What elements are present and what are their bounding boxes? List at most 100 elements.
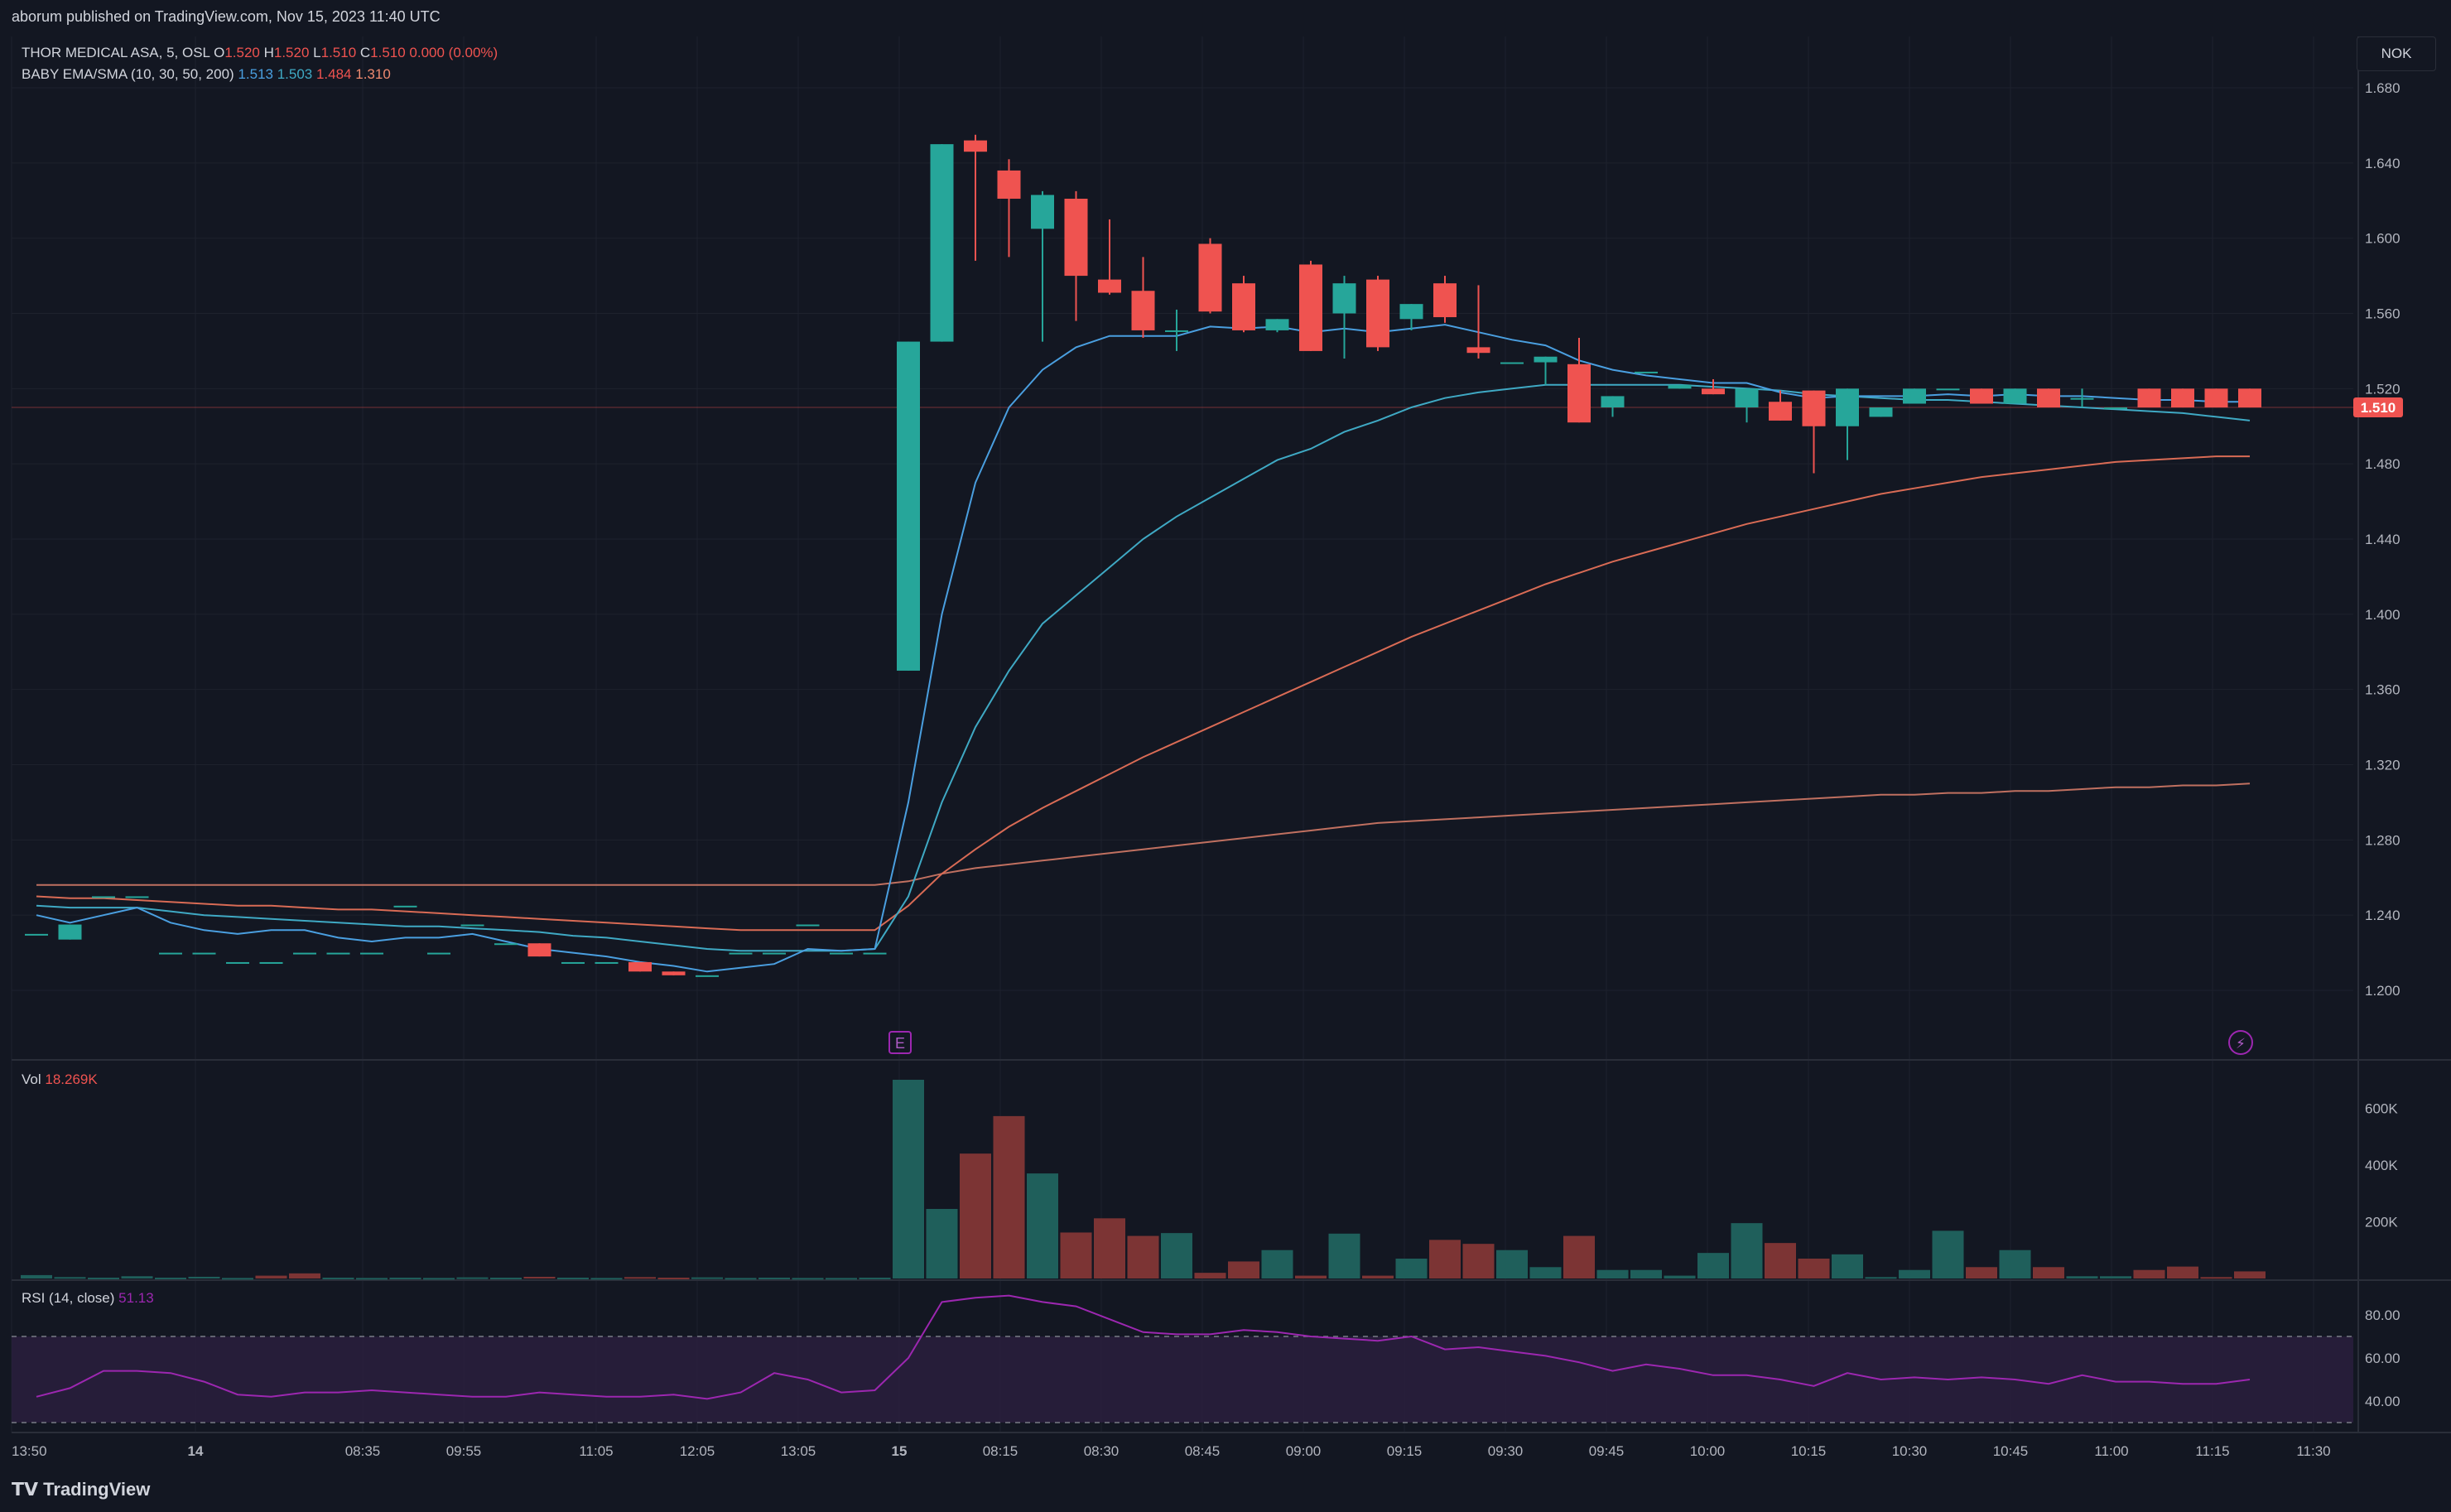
volume-bar — [1865, 1277, 1897, 1279]
candle-body — [1500, 362, 1524, 364]
candle-body — [326, 952, 350, 955]
candle-body — [997, 170, 1021, 199]
time-tick-label: 14 — [188, 1443, 204, 1459]
volume-bar — [1395, 1259, 1428, 1278]
volume-bar — [88, 1277, 119, 1279]
volume-bar — [725, 1278, 757, 1280]
volume-bar — [322, 1277, 354, 1279]
candle-body — [226, 961, 249, 964]
candle-body — [1064, 198, 1088, 277]
volume-bar — [1832, 1254, 1863, 1278]
volume-bar — [1261, 1250, 1293, 1278]
brand-label: TradingView — [43, 1479, 151, 1500]
candle-body — [125, 896, 149, 898]
candle-body — [1802, 390, 1826, 426]
rsi-line — [36, 1294, 2251, 1400]
candles — [25, 134, 2261, 977]
tradingview-logo[interactable]: 𝗧𝗩 TradingView — [12, 1479, 150, 1500]
volume-bar — [255, 1275, 287, 1278]
volume-bar — [1295, 1275, 1327, 1278]
volume-bar — [1328, 1233, 1360, 1278]
currency-box[interactable]: NOK — [2357, 36, 2436, 71]
price-tick-label: 1.640 — [2365, 156, 2400, 171]
candle-body — [1668, 384, 1692, 389]
volume-bar — [1563, 1235, 1595, 1278]
volume-bar — [590, 1278, 623, 1280]
candle-body — [293, 952, 316, 955]
candle-body — [2238, 388, 2261, 408]
candle-body — [696, 975, 719, 977]
candle-body — [2104, 407, 2127, 410]
candle-body — [863, 952, 887, 955]
candle-body — [1131, 291, 1155, 330]
currency-label: NOK — [2381, 46, 2412, 61]
candle-body — [1567, 364, 1591, 423]
time-tick-label: 15 — [892, 1443, 908, 1459]
volume-bar — [1194, 1273, 1226, 1278]
volume-bar — [1966, 1267, 1997, 1278]
volume-bar — [456, 1277, 489, 1279]
candle-body — [595, 961, 619, 964]
candle-body — [1903, 388, 1926, 404]
volume-bar — [691, 1277, 723, 1279]
candle-body — [1098, 279, 1121, 293]
candle-body — [1399, 304, 1423, 320]
candle-body — [1936, 388, 1960, 391]
time-tick-label: 10:15 — [1791, 1443, 1827, 1459]
volume-bar — [1697, 1253, 1729, 1278]
volume-bar — [1529, 1267, 1562, 1278]
volume-bar — [1932, 1230, 1964, 1278]
candle-body — [897, 341, 920, 671]
time-tick-label: 09:30 — [1488, 1443, 1524, 1459]
time-tick-label: 10:30 — [1892, 1443, 1928, 1459]
volume-bar — [155, 1277, 186, 1279]
candle-body — [2070, 397, 2094, 400]
time-tick-label: 11:05 — [579, 1443, 613, 1459]
volume-bar — [1765, 1243, 1796, 1278]
volume-bar — [1596, 1269, 1629, 1278]
price-tick-label: 1.400 — [2365, 607, 2400, 623]
candle-body — [2137, 388, 2161, 408]
rsi-overbought-oversold-band — [12, 1336, 2353, 1423]
event-markers: E ⚡ — [888, 1030, 2253, 1055]
volume-bar — [1060, 1232, 1092, 1278]
time-tick-label: 09:55 — [446, 1443, 482, 1459]
candle-body — [729, 952, 753, 955]
grid — [11, 36, 2353, 1433]
price-tick-label: 1.560 — [2365, 306, 2400, 322]
volume-bar — [557, 1277, 589, 1279]
volume-bar — [1899, 1269, 1930, 1278]
candle-body — [1735, 388, 1759, 408]
volume-bar — [289, 1273, 320, 1278]
time-tick-label: 08:15 — [983, 1443, 1018, 1459]
volume-bars — [21, 1080, 2266, 1280]
price-tick-label: 1.440 — [2365, 532, 2400, 547]
dividend-marker: ⚡ — [2236, 1036, 2246, 1052]
volume-tick-label: 200K — [2365, 1214, 2398, 1230]
volume-bar — [926, 1209, 958, 1278]
candle-body — [192, 952, 216, 955]
candle-body — [763, 952, 786, 955]
time-tick-label: 09:15 — [1387, 1443, 1423, 1459]
price-tick-label: 1.680 — [2365, 80, 2400, 96]
candle-body — [1299, 264, 1322, 351]
volume-bar — [2200, 1277, 2232, 1279]
volume-bar — [222, 1278, 253, 1280]
footer: 𝗧𝗩 TradingView — [0, 1467, 2451, 1512]
sma200-line — [36, 782, 2251, 886]
volume-bar — [389, 1277, 421, 1279]
candle-body — [1702, 388, 1725, 395]
candle-body — [259, 961, 283, 964]
candle-body — [1031, 195, 1054, 229]
top-bar: aborum published on TradingView.com, Nov… — [0, 0, 2451, 36]
volume-bar — [188, 1276, 220, 1278]
volume-bar — [423, 1278, 455, 1280]
volume-bar — [121, 1276, 153, 1278]
candle-body — [1265, 319, 1289, 330]
volume-bar — [2100, 1276, 2131, 1278]
candle-body — [1232, 283, 1255, 330]
candle-body — [2037, 388, 2060, 408]
candle-body — [159, 952, 182, 955]
legend-ma-line: BABY EMA/SMA (10, 30, 50, 200) 1.513 1.5… — [22, 66, 391, 82]
